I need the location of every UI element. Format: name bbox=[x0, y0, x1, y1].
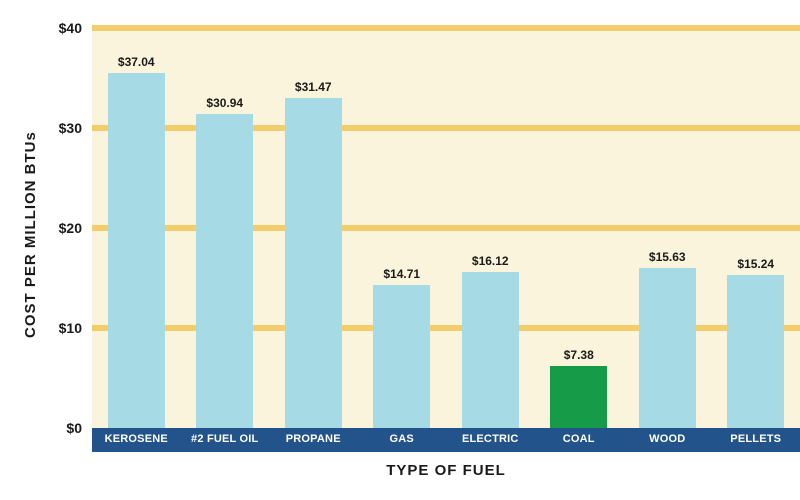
bar-value-label: $16.12 bbox=[472, 254, 509, 268]
bar-slot: $7.38 bbox=[535, 28, 624, 428]
y-axis-title: COST PER MILLION BTUs bbox=[22, 131, 39, 338]
bar-value-label: $15.63 bbox=[649, 250, 686, 264]
category-label: GAS bbox=[358, 428, 447, 452]
bar-slot: $14.71 bbox=[358, 28, 447, 428]
bar-slot: $15.63 bbox=[623, 28, 712, 428]
category-label: WOOD bbox=[623, 428, 712, 452]
bar: $16.12 bbox=[462, 272, 519, 428]
fuel-cost-chart: $0 $10 $20 $30 $40 $37.04 $30.94 $31.47 $14.71 $1… bbox=[0, 0, 800, 500]
bar-slot: $15.24 bbox=[712, 28, 800, 428]
bar: $15.63 bbox=[639, 268, 696, 428]
bar-slot: $30.94 bbox=[181, 28, 270, 428]
category-label: PELLETS bbox=[712, 428, 800, 452]
bar-slot: $37.04 bbox=[92, 28, 181, 428]
ytick-label: $20 bbox=[42, 220, 82, 236]
x-axis: KEROSENE#2 FUEL OILPROPANEGASELECTRICCOA… bbox=[92, 428, 800, 452]
bar-slot: $31.47 bbox=[269, 28, 358, 428]
ytick-label: $0 bbox=[42, 420, 82, 436]
category-label: KEROSENE bbox=[92, 428, 181, 452]
bar-value-label: $15.24 bbox=[737, 257, 774, 271]
bar-value-label: $37.04 bbox=[118, 55, 155, 69]
category-label: COAL bbox=[535, 428, 624, 452]
bar-value-label: $30.94 bbox=[206, 96, 243, 110]
x-axis-title: TYPE OF FUEL bbox=[386, 462, 506, 479]
bars-container: $37.04 $30.94 $31.47 $14.71 $16.12 $7.38 $15.6… bbox=[92, 28, 800, 428]
bar: $30.94 bbox=[196, 114, 253, 428]
category-label: PROPANE bbox=[269, 428, 358, 452]
bar: $14.71 bbox=[373, 285, 430, 428]
plot-area: $0$10$20$30$40$37.04$30.94$31.47$14.71$1… bbox=[92, 28, 800, 428]
category-label: ELECTRIC bbox=[446, 428, 535, 452]
bar: $15.24 bbox=[727, 275, 784, 428]
ytick-label: $30 bbox=[42, 120, 82, 136]
ytick-label: $10 bbox=[42, 320, 82, 336]
bar-highlight: $7.38 bbox=[550, 366, 607, 428]
bar-value-label: $14.71 bbox=[383, 267, 420, 281]
bar-value-label: $31.47 bbox=[295, 80, 332, 94]
ytick-label: $40 bbox=[42, 20, 82, 36]
bar-value-label: $7.38 bbox=[564, 348, 594, 362]
bar-slot: $16.12 bbox=[446, 28, 535, 428]
bar: $37.04 bbox=[108, 73, 165, 428]
bar: $31.47 bbox=[285, 98, 342, 428]
category-label: #2 FUEL OIL bbox=[181, 428, 270, 452]
